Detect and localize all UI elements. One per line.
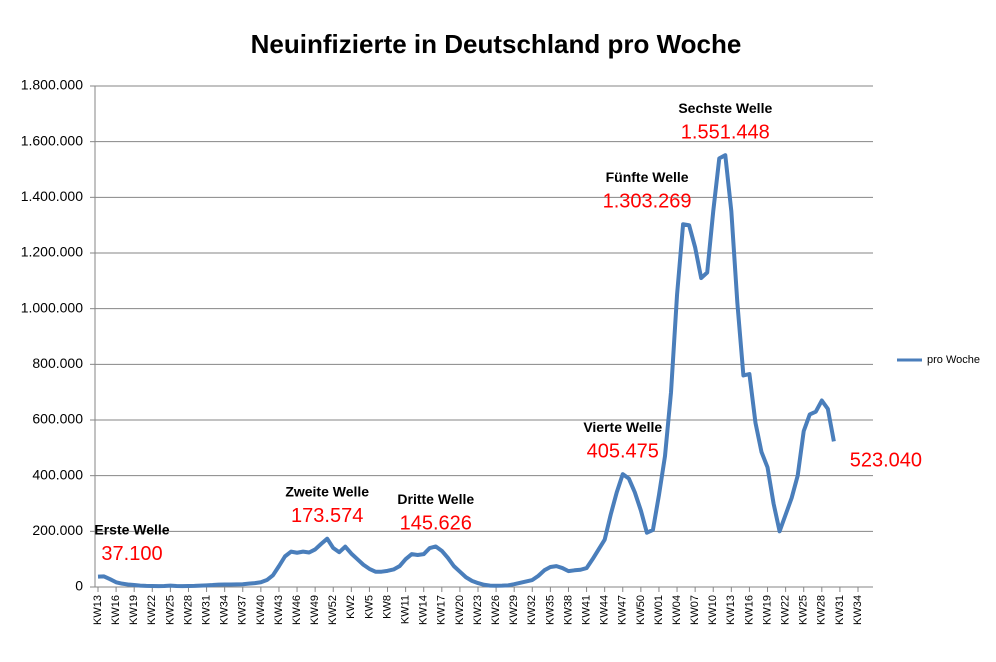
annotation: Zweite Welle: [285, 483, 369, 499]
x-tick-label: KW31: [200, 595, 212, 625]
x-tick-label: KW13: [92, 595, 104, 625]
annotation: Erste Welle: [94, 521, 169, 537]
data-label: 1.551.448: [681, 121, 770, 143]
x-tick-label: KW50: [635, 595, 647, 625]
x-tick-label: KW28: [182, 595, 194, 625]
data-label: 37.100: [101, 543, 162, 565]
x-tick-label: KW25: [798, 595, 810, 625]
annotation: Dritte Welle: [397, 491, 474, 507]
x-tick-label: KW31: [834, 595, 846, 625]
x-tick-label: KW35: [544, 595, 556, 625]
x-tick-label: KW38: [562, 595, 574, 625]
x-tick-label: KW32: [526, 595, 538, 625]
x-tick-label: KW01: [653, 595, 665, 625]
x-tick-label: KW25: [164, 595, 176, 625]
x-tick-label: KW37: [237, 595, 249, 625]
x-tick-label: KW43: [273, 595, 285, 625]
x-tick-label: KW22: [780, 595, 792, 625]
legend-label: pro Woche: [927, 354, 980, 366]
x-tick-label: KW34: [852, 595, 864, 625]
chart-title: Neuinfizierte in Deutschland pro Woche: [251, 29, 742, 59]
y-tick-label: 1.000.000: [21, 299, 83, 315]
y-tick-label: 1.800.000: [21, 77, 83, 93]
y-tick-label: 600.000: [32, 411, 83, 427]
annotation: Vierte Welle: [583, 419, 662, 435]
x-tick-label: KW13: [725, 595, 737, 625]
x-tick-label: KW46: [291, 595, 303, 625]
x-tick-label: KW19: [128, 595, 140, 625]
x-tick-label: KW22: [146, 595, 158, 625]
y-tick-label: 200.000: [32, 522, 83, 538]
x-tick-label: KW41: [580, 595, 592, 625]
x-tick-label: KW11: [400, 595, 412, 624]
data-label: 145.626: [400, 513, 472, 535]
y-tick-label: 0: [75, 578, 83, 594]
y-tick-label: 1.400.000: [21, 188, 83, 204]
x-tick-label: KW34: [219, 595, 231, 625]
x-tick-label: KW17: [436, 595, 448, 625]
x-tick-label: KW14: [418, 595, 430, 625]
x-tick-label: KW23: [472, 595, 484, 625]
x-tick-label: KW20: [454, 595, 466, 625]
data-label: 173.574: [291, 505, 363, 527]
line: [97, 153, 836, 589]
x-tick-label: KW10: [707, 595, 719, 625]
x-tick-label: KW04: [671, 595, 683, 625]
x-tick-label: KW2: [345, 595, 357, 619]
x-tick-label: KW5: [363, 595, 375, 619]
annotation: Sechste Welle: [678, 100, 772, 116]
x-tick-label: KW16: [743, 595, 755, 625]
x-tick-label: KW19: [761, 595, 773, 625]
data-label: 405.475: [587, 440, 659, 462]
x-tick-label: KW44: [599, 595, 611, 625]
x-tick-label: KW40: [255, 595, 267, 625]
x-tick-label: KW26: [490, 595, 502, 625]
data-label: 1.303.269: [603, 191, 692, 213]
x-tick-label: KW8: [381, 595, 393, 619]
x-tick-label: KW47: [617, 595, 629, 625]
y-tick-label: 400.000: [32, 466, 83, 482]
y-tick-label: 800.000: [32, 355, 83, 371]
x-tick-label: KW52: [327, 595, 339, 625]
data-label: 523.040: [850, 450, 922, 472]
y-tick-label: 1.600.000: [21, 132, 83, 148]
x-tick-label: KW28: [816, 595, 828, 625]
x-tick-label: KW49: [309, 595, 321, 625]
x-tick-label: KW07: [689, 595, 701, 625]
x-tick-label: KW16: [110, 595, 122, 625]
y-tick-label: 1.200.000: [21, 244, 83, 260]
x-tick-label: KW29: [508, 595, 520, 625]
annotation: Fünfte Welle: [606, 169, 689, 185]
